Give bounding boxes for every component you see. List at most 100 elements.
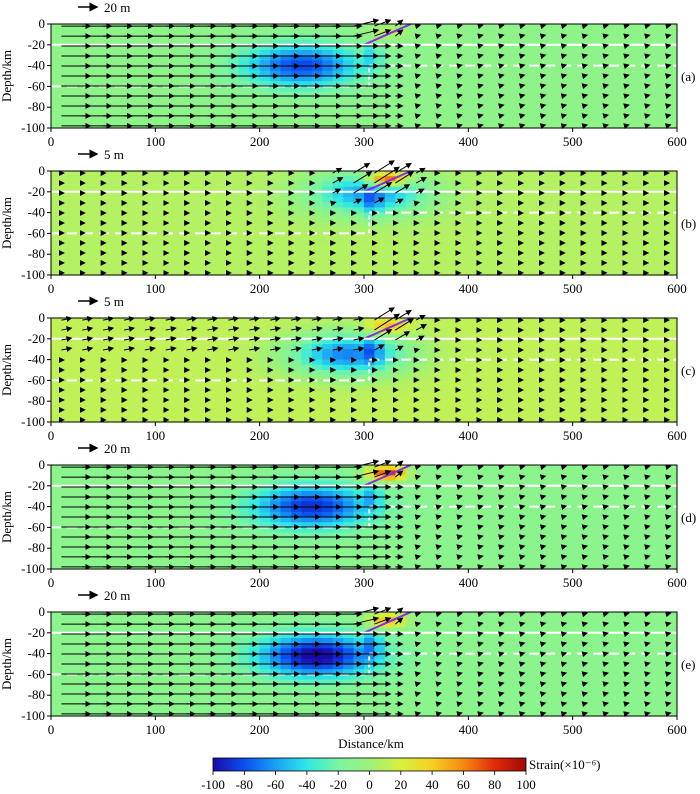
strain-cell [666, 328, 678, 335]
strain-cell [51, 102, 63, 108]
strain-cell [134, 34, 146, 41]
strain-cell [301, 480, 313, 487]
strain-cell [61, 86, 73, 93]
strain-cell [92, 269, 104, 276]
strain-cell [520, 181, 532, 188]
strain-cell [238, 171, 250, 177]
displacement-arrow [123, 336, 136, 342]
strain-cell [614, 60, 626, 67]
strain-cell [249, 223, 261, 229]
strain-cell [113, 191, 125, 198]
strain-cell [635, 122, 647, 129]
strain-cell [666, 207, 678, 214]
strain-cell [489, 186, 501, 193]
strain-cell [416, 86, 428, 93]
strain-cell [645, 50, 657, 56]
strain-cell [71, 24, 83, 30]
strain-cell [61, 259, 73, 266]
strain-cell [228, 264, 240, 271]
displacement-arrow [353, 346, 365, 352]
strain-cell [405, 217, 417, 224]
strain-cell [426, 39, 438, 46]
strain-cell [270, 375, 282, 381]
strain-cell [301, 249, 313, 255]
strain-cell [290, 176, 302, 182]
displacement-arrow [664, 73, 672, 80]
strain-cell [499, 202, 511, 208]
strain-cell [51, 401, 63, 407]
strain-cell [489, 259, 501, 266]
strain-cell [144, 364, 156, 371]
strain-cell [124, 34, 136, 41]
strain-cell [583, 269, 595, 276]
strain-cell [186, 228, 198, 234]
strain-cell [364, 207, 376, 214]
strain-cell [207, 191, 219, 198]
strain-cell [656, 202, 668, 208]
strain-cell [290, 259, 302, 266]
strain-cell [530, 112, 542, 119]
strain-cell [207, 411, 219, 418]
strain-cell [551, 401, 563, 407]
strain-cell [416, 122, 428, 129]
strain-cell [61, 96, 73, 103]
displacement-arrow [498, 93, 505, 100]
strain-cell [280, 202, 292, 208]
strain-cell [541, 359, 553, 366]
strain-cell [353, 86, 365, 93]
strain-cell [155, 370, 167, 376]
strain-cell [134, 102, 146, 108]
strain-cell [468, 475, 480, 482]
strain-cell [666, 411, 678, 418]
displacement-arrow [498, 63, 505, 70]
strain-cell [270, 359, 282, 366]
strain-cell [614, 81, 626, 87]
displacement-arrow [456, 103, 463, 110]
strain-cell [61, 181, 73, 188]
strain-cell [541, 191, 553, 198]
strain-cell [530, 181, 542, 188]
strain-cell [666, 217, 678, 224]
strain-cell [499, 76, 511, 82]
strain-cell [270, 24, 282, 30]
strain-cell [343, 171, 355, 177]
strain-cell [92, 364, 104, 371]
strain-cell [645, 243, 657, 250]
strain-cell [384, 375, 396, 381]
strain-cell [541, 390, 553, 397]
strain-cell [624, 117, 636, 124]
displacement-arrow [581, 43, 589, 50]
strain-cell [562, 181, 574, 188]
strain-cell [426, 44, 438, 51]
strain-cell [343, 70, 355, 77]
strain-cell [113, 186, 125, 193]
strain-cell [645, 254, 657, 260]
strain-cell [270, 238, 282, 245]
displacement-arrow [498, 33, 505, 40]
strain-cell [113, 396, 125, 402]
strain-cell [405, 380, 417, 387]
strain-cell [197, 228, 209, 234]
strain-cell [238, 176, 250, 182]
strain-cell [134, 70, 146, 77]
strain-cell [551, 328, 563, 335]
strain-cell [656, 370, 668, 376]
strain-cell [343, 217, 355, 224]
strain-cell [437, 65, 449, 72]
strain-cell [572, 359, 584, 366]
strain-cell [541, 212, 553, 219]
strain-cell [374, 338, 386, 345]
strain-cell [457, 243, 469, 250]
strain-cell [82, 197, 94, 203]
strain-cell [113, 44, 125, 51]
strain-cell [228, 34, 240, 41]
strain-cell [520, 406, 532, 413]
strain-cell [301, 34, 313, 41]
strain-cell [520, 197, 532, 203]
strain-cell [572, 91, 584, 98]
strain-cell [217, 44, 229, 51]
strain-cell [374, 349, 386, 355]
strain-cell [603, 396, 615, 402]
strain-cell [530, 338, 542, 345]
strain-cell [593, 29, 605, 35]
